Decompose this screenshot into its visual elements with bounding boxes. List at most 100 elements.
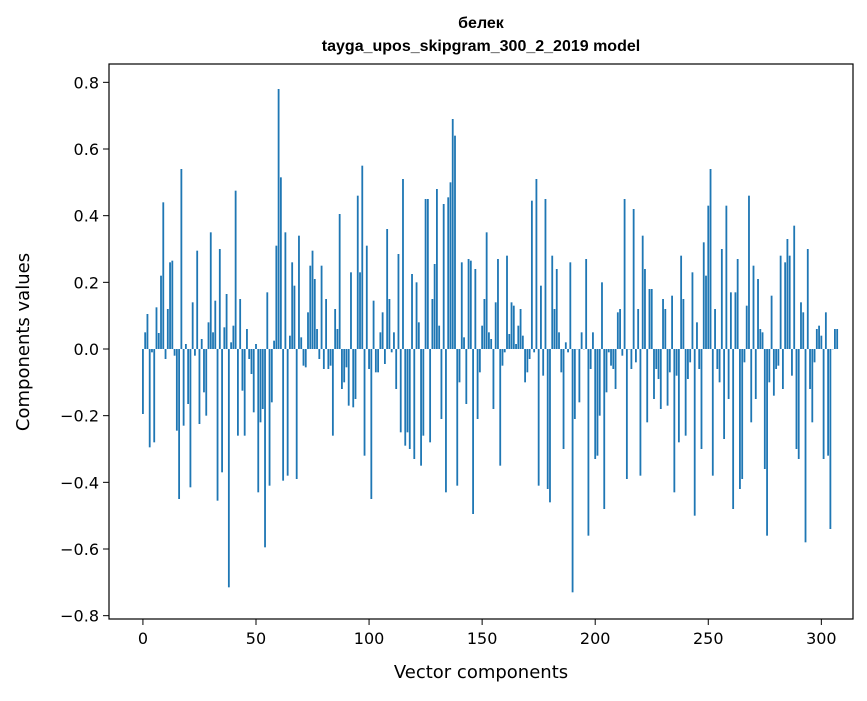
bar-248 [703,242,705,349]
bar-100 [368,349,370,369]
bar-68 [296,349,298,479]
bar-134 [445,349,447,492]
bar-35 [221,349,223,472]
bar-299 [818,326,820,349]
bar-107 [384,349,386,364]
bar-306 [834,329,836,349]
bar-303 [827,349,829,456]
bar-156 [495,302,497,349]
bar-111 [393,332,395,349]
x-tick-label: 0 [138,629,148,648]
bar-213 [624,199,626,349]
bar-63 [284,232,286,349]
bar-207 [610,349,612,366]
bar-4 [151,349,153,352]
bar-126 [427,199,429,349]
x-tick-label: 50 [246,629,266,648]
bar-43 [239,299,241,349]
bar-80 [323,349,325,369]
bar-287 [791,349,793,376]
bar-300 [820,336,822,349]
bar-272 [757,279,759,349]
bar-131 [438,326,440,349]
x-axis-label: Vector components [394,662,568,683]
y-tick-label: −0.8 [60,607,99,626]
bar-243 [692,272,694,349]
bar-48 [251,349,253,374]
bar-275 [764,349,766,469]
bar-166 [517,326,519,349]
bar-220 [640,349,642,476]
bar-246 [698,349,700,369]
bar-119 [411,274,413,349]
bar-178 [545,199,547,349]
bar-132 [441,349,443,419]
bar-236 [676,349,678,376]
bar-60 [278,89,280,349]
bar-36 [223,327,225,349]
bar-157 [497,259,499,349]
bar-304 [829,349,831,529]
bar-97 [361,166,363,349]
bar-277 [768,349,770,382]
bar-171 [529,349,531,359]
bar-194 [581,332,583,349]
bar-298 [816,329,818,349]
bar-29 [208,322,210,349]
y-tick-label: 0.0 [74,340,99,359]
bar-61 [280,177,282,349]
bar-257 [723,349,725,439]
bar-234 [671,296,673,349]
bar-12 [169,262,171,349]
bar-196 [585,259,587,349]
bar-70 [300,337,302,349]
y-tick-label: −0.4 [60,473,99,492]
bar-102 [373,301,375,349]
bar-11 [167,309,169,349]
bar-226 [653,349,655,399]
bar-77 [316,329,318,349]
bar-238 [680,256,682,349]
bar-98 [364,349,366,456]
bar-289 [796,349,798,449]
bar-212 [621,349,623,356]
bar-270 [753,266,755,349]
bar-254 [716,349,718,369]
bar-133 [443,204,445,349]
bar-38 [228,349,230,587]
bar-262 [735,292,737,349]
bar-274 [762,332,764,349]
bar-239 [682,299,684,349]
bar-25 [199,349,201,424]
bar-301 [823,349,825,459]
bar-164 [513,306,515,349]
bar-280 [775,349,777,369]
bar-76 [314,279,316,349]
bar-154 [490,339,492,349]
bar-142 [463,337,465,349]
bar-57 [271,349,273,402]
bar-228 [658,349,660,379]
bar-121 [416,282,418,349]
bar-147 [474,269,476,349]
bar-39 [230,342,232,349]
bar-259 [728,349,730,399]
bar-16 [178,349,180,499]
bar-7 [158,333,160,349]
bar-152 [486,232,488,349]
bar-24 [196,251,198,349]
bar-28 [205,349,207,416]
bar-255 [719,349,721,382]
bar-143 [465,349,467,404]
bar-42 [237,349,239,436]
bar-17 [180,169,182,349]
bar-112 [395,349,397,389]
bar-209 [615,349,617,389]
bar-167 [520,309,522,349]
bar-49 [253,349,255,412]
bar-13 [171,261,173,349]
bar-235 [673,349,675,492]
bar-198 [590,349,592,369]
bar-93 [352,349,354,407]
bar-148 [477,349,479,419]
